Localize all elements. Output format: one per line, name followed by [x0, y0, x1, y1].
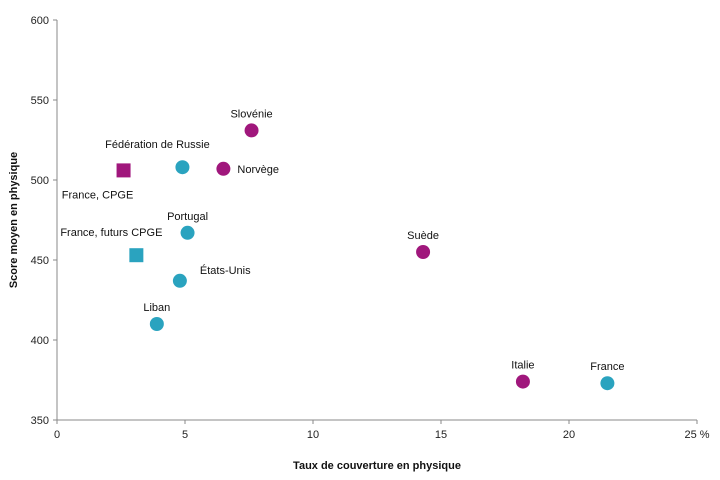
data-point-label: Suède — [407, 230, 439, 242]
data-point-label: France, futurs CPGE — [60, 227, 162, 239]
y-tick-label: 400 — [31, 335, 49, 347]
data-point — [116, 163, 131, 178]
data-point-label: France — [590, 361, 624, 373]
x-tick-label: 10 — [307, 429, 319, 441]
data-point — [244, 123, 259, 138]
data-point-label: Liban — [143, 302, 170, 314]
x-tick-label: 0 — [54, 429, 60, 441]
y-tick-label: 550 — [31, 95, 49, 107]
data-point — [515, 374, 530, 389]
x-tick-label: 5 — [182, 429, 188, 441]
data-point-label: Slovénie — [230, 108, 272, 120]
data-point-label: Fédération de Russie — [105, 139, 210, 151]
x-axis-title: Taux de couverture en physique — [293, 460, 461, 472]
data-point-label: France, CPGE — [62, 189, 134, 201]
y-axis-title: Score moyen en physique — [8, 152, 20, 288]
x-tick-label: 20 — [563, 429, 575, 441]
y-tick-label: 350 — [31, 415, 49, 427]
y-tick-label: 450 — [31, 255, 49, 267]
data-point — [129, 248, 144, 263]
data-point — [172, 273, 187, 288]
data-point-label: Norvège — [237, 164, 279, 176]
data-point — [175, 160, 190, 175]
data-point-label: Italie — [511, 360, 534, 372]
y-tick-label: 600 — [31, 15, 49, 27]
axis-ticks: 0 5 10 15 20 25 % 350 400 450 500 550 600 — [31, 15, 710, 441]
x-tick-label: 25 % — [684, 429, 709, 441]
data-point — [149, 317, 164, 331]
data-point — [416, 245, 431, 259]
data-point-label: États-Unis — [200, 264, 251, 277]
data-point-label: Portugal — [167, 211, 208, 223]
data-point — [216, 161, 231, 176]
data-points: Slovénie Fédération de Russie Norvège Franc… — [60, 108, 625, 391]
x-tick-label: 15 — [435, 429, 447, 441]
y-tick-label: 500 — [31, 175, 49, 187]
data-point — [180, 225, 195, 240]
data-point — [600, 376, 615, 391]
